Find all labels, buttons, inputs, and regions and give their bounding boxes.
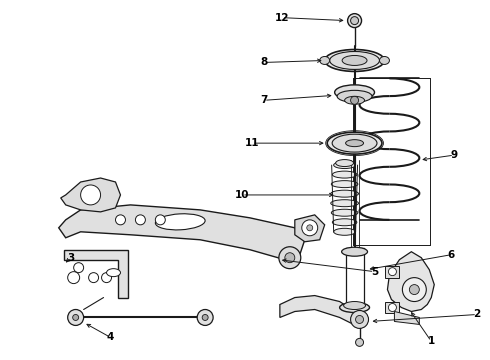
Text: 4: 4 [107,332,114,342]
Text: 8: 8 [260,58,268,67]
Text: 6: 6 [447,250,455,260]
Polygon shape [388,252,434,311]
Ellipse shape [332,134,377,152]
Text: 2: 2 [473,310,481,319]
Ellipse shape [327,132,382,154]
Circle shape [302,220,318,236]
Ellipse shape [334,228,356,235]
Circle shape [89,273,98,283]
Circle shape [389,303,396,311]
Ellipse shape [342,247,368,256]
Ellipse shape [345,140,364,147]
Circle shape [197,310,213,325]
Ellipse shape [336,159,354,167]
Polygon shape [295,215,325,242]
Ellipse shape [334,162,356,168]
Polygon shape [386,302,399,314]
Circle shape [409,285,419,294]
Text: 1: 1 [428,336,435,346]
Text: 11: 11 [245,138,259,148]
Text: 10: 10 [235,190,249,200]
Text: 3: 3 [67,253,74,263]
Circle shape [350,17,359,24]
Circle shape [285,253,295,263]
Circle shape [68,310,84,325]
Polygon shape [59,205,305,260]
Circle shape [350,310,368,328]
Circle shape [155,215,165,225]
Circle shape [74,263,84,273]
Circle shape [307,225,313,231]
Text: 9: 9 [451,150,458,160]
Circle shape [81,185,100,205]
Circle shape [350,96,359,104]
Circle shape [116,215,125,225]
Ellipse shape [319,57,330,64]
Polygon shape [64,250,128,298]
Circle shape [279,247,301,269]
Ellipse shape [331,190,359,197]
Ellipse shape [155,214,205,230]
Ellipse shape [331,181,358,188]
Ellipse shape [343,302,366,310]
Polygon shape [61,178,121,212]
Text: 7: 7 [260,95,268,105]
Circle shape [356,315,364,323]
Ellipse shape [340,302,369,312]
Ellipse shape [331,200,359,207]
Circle shape [402,278,426,302]
Ellipse shape [106,269,121,276]
Polygon shape [394,311,419,324]
Circle shape [347,14,362,28]
Ellipse shape [325,50,385,71]
Circle shape [135,215,146,225]
Circle shape [356,338,364,346]
Ellipse shape [342,55,367,66]
Circle shape [101,273,112,283]
Circle shape [389,268,396,276]
Ellipse shape [332,171,357,178]
Ellipse shape [332,219,357,226]
Ellipse shape [330,51,379,69]
Polygon shape [386,266,399,278]
Circle shape [202,315,208,320]
Ellipse shape [331,209,358,216]
Polygon shape [280,296,360,328]
Ellipse shape [337,90,372,102]
Text: 5: 5 [371,267,378,276]
Ellipse shape [344,96,365,104]
Ellipse shape [379,57,390,64]
Circle shape [68,272,80,284]
Circle shape [73,315,78,320]
Text: 12: 12 [274,13,289,23]
Ellipse shape [335,85,374,100]
